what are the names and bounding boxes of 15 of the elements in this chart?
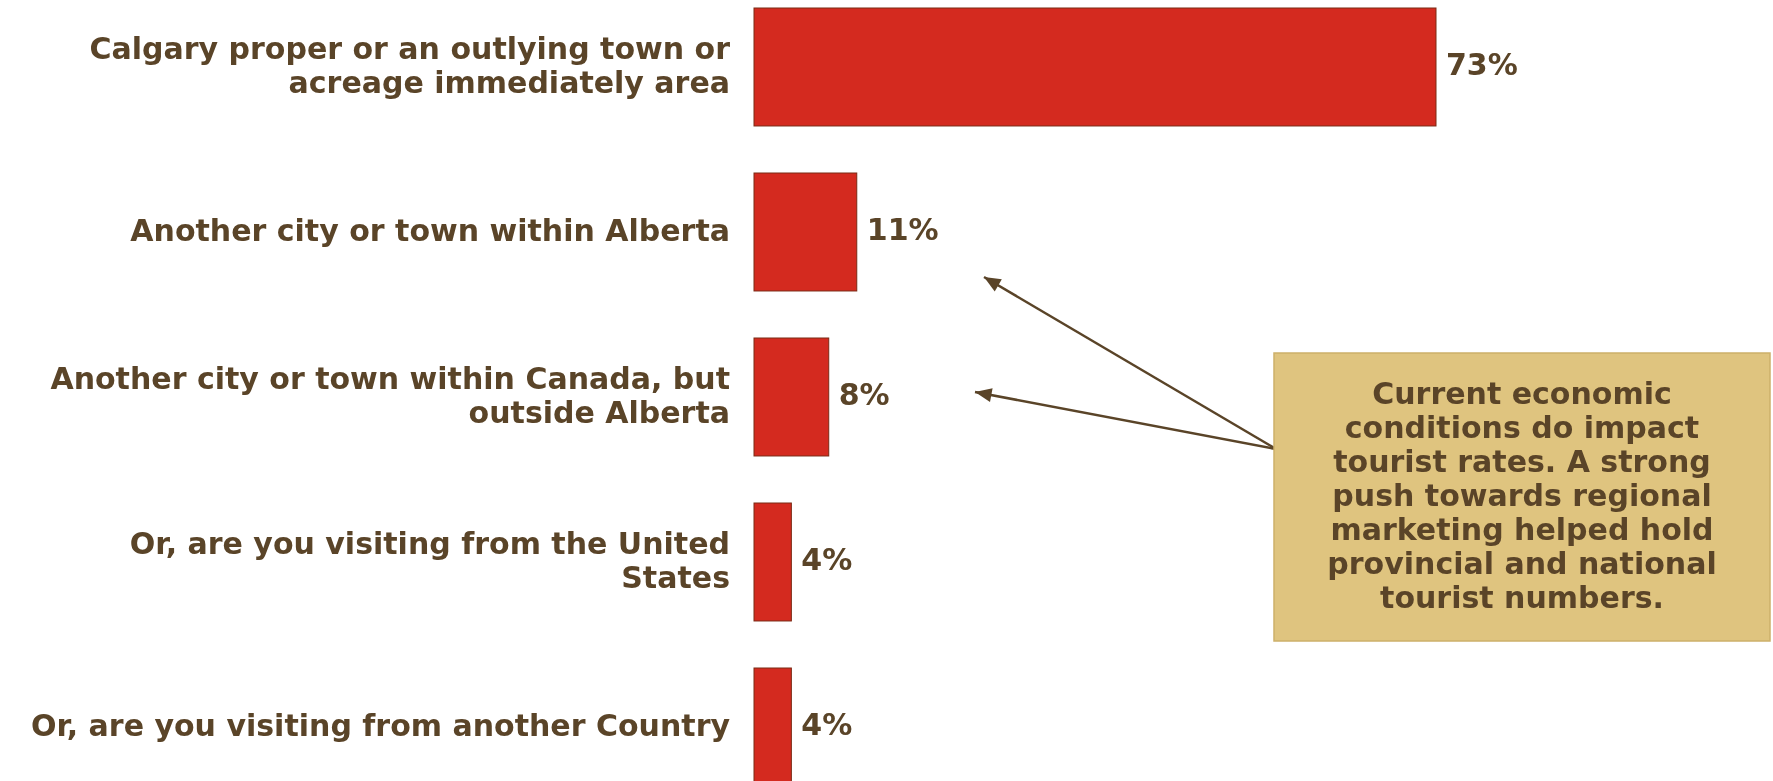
bar (753, 172, 858, 292)
y-tick-label: Calgary proper or an outlying town or acreage immediately area (89, 30, 731, 100)
bar (753, 337, 830, 457)
y-tick-label: Or, are you visiting from the United States (129, 525, 730, 595)
bar (753, 7, 1437, 127)
annotation: Current economic conditions do impact tourist rates. A strong push towards regional marketing helped hold provincial and national tourist numbers. (1327, 375, 1717, 615)
y-tick-label: Or, are you visiting from another Country (30, 707, 731, 743)
data-label: 4% (801, 542, 853, 578)
data-label: 11% (866, 212, 939, 248)
bar (753, 502, 792, 622)
y-tick-label: Another city or town within Alberta (130, 212, 730, 248)
y-tick-label: Another city or town within Canada, but outside Alberta (50, 360, 730, 430)
data-label: 8% (838, 377, 890, 413)
data-label: 4% (801, 707, 853, 743)
data-label: 73% (1446, 47, 1518, 83)
